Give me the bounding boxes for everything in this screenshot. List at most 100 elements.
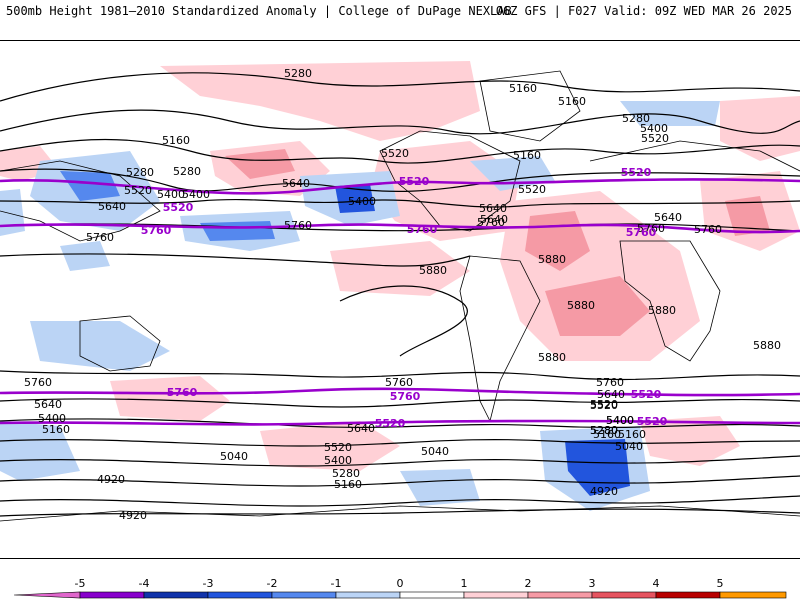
anomaly-area	[400, 469, 480, 506]
contour-label: 5640	[479, 202, 507, 215]
highlighted-contour-label: 5760	[167, 386, 198, 399]
contour-label: 5520	[590, 398, 618, 411]
contour-labels: 5280516051605280540055205160516052805400…	[24, 67, 781, 522]
contour-label: 5280	[590, 424, 618, 437]
highlighted-contour-label: 5760	[626, 226, 657, 239]
contour-line	[0, 398, 800, 408]
anomaly-colorbar: -5 -4 -3 -2 -1 0 1 2 3 4 5	[13, 577, 787, 599]
colorbar-tick-label: 2	[525, 577, 532, 590]
contour-label: 5280	[590, 424, 618, 437]
highlighted-contour-label: 5520	[399, 175, 430, 188]
contour-label: 5880	[538, 351, 566, 364]
colorbar-tick-label: -2	[267, 577, 278, 590]
colorbar-segment	[271, 591, 337, 599]
contour-label: 5400	[182, 188, 210, 201]
contour-label: 5280	[622, 112, 650, 125]
anomaly-area	[110, 376, 230, 421]
colorbar-segment	[399, 591, 465, 599]
anomaly-area	[225, 149, 295, 179]
contour-label: 5760	[86, 231, 114, 244]
anomaly-area	[60, 241, 110, 271]
contour-label: 5160	[593, 428, 621, 441]
colorbar-segment	[143, 591, 209, 599]
colorbar-segment	[463, 591, 529, 599]
contour-line	[0, 508, 800, 517]
highlighted-contour-label: 5760	[141, 224, 172, 237]
anomaly-map: 5280516051605280540055205160516052805400…	[0, 61, 800, 522]
contour-line	[0, 370, 800, 381]
contour-label: 5880	[419, 264, 447, 277]
contour-line	[0, 253, 471, 267]
contour-label: 5400	[38, 412, 66, 425]
contour-label: 5640	[654, 211, 682, 224]
contour-label: 4920	[590, 485, 618, 498]
contour-line	[0, 72, 800, 102]
colorbar-tick-label: 0	[397, 577, 404, 590]
colorbar-tick-label: 4	[653, 577, 660, 590]
contour-line	[0, 455, 800, 467]
colorbar-tick-label: -3	[203, 577, 214, 590]
contour-label: 5760	[284, 219, 312, 232]
contour-label: 5400	[640, 122, 668, 135]
contour-label: 5520	[590, 399, 618, 412]
colorbar-tick-label: 1	[461, 577, 468, 590]
contour-label: 5400	[348, 195, 376, 208]
chart-title: 500mb Height 1981–2010 Standardized Anom…	[6, 4, 512, 18]
contour-label: 5880	[538, 253, 566, 266]
contour-label: 5520	[381, 147, 409, 160]
anomaly-area	[30, 321, 170, 371]
colorbar-tick-label: -5	[75, 577, 86, 590]
contour-label: 5520	[641, 132, 669, 145]
contour-label: 5880	[648, 304, 676, 317]
highlighted-contour-label: 5520	[637, 415, 668, 428]
highlighted-contour-label: 5760	[390, 390, 421, 403]
africa-coast	[619, 240, 721, 362]
highlighted-contour-label: 5760	[407, 223, 438, 236]
anomaly-area	[60, 171, 120, 201]
highlighted-contour-label: 5520	[375, 417, 406, 430]
colorbar-tick-label: 5	[717, 577, 724, 590]
anomaly-area	[0, 421, 80, 481]
anomaly-area	[640, 416, 740, 466]
contour-label: 4920	[119, 509, 147, 522]
contour-label: 5760	[385, 376, 413, 389]
contour-label: 5160	[509, 82, 537, 95]
north-america-coast	[379, 130, 521, 232]
contour-label: 5760	[596, 376, 624, 389]
contour-5760-south	[0, 387, 800, 397]
contour-label: 5640	[282, 177, 310, 190]
contour-label: 5160	[162, 134, 190, 147]
contour-line	[0, 475, 800, 487]
contour-label: 5280	[173, 165, 201, 178]
highlighted-contour-label: 5520	[621, 166, 652, 179]
antarctica-coast	[0, 505, 800, 522]
contour-5760-north	[0, 223, 800, 234]
contour-label: 5400	[324, 454, 352, 467]
contour-label: 5280	[332, 467, 360, 480]
south-america-coast	[459, 255, 541, 423]
coastlines	[0, 70, 800, 522]
contour-label: 5400	[157, 188, 185, 201]
contour-label: 5760	[477, 216, 505, 229]
contour-label: 5640	[597, 388, 625, 401]
australia-coast	[79, 315, 161, 372]
contour-label: 5160	[513, 149, 541, 162]
contour-label: 5040	[220, 450, 248, 463]
colorbar-segment	[655, 591, 721, 599]
contour-label: 5040	[615, 440, 643, 453]
contour-label: 5400	[606, 414, 634, 427]
anomaly-area	[725, 196, 770, 236]
anomaly-area	[330, 241, 470, 296]
contour-label: 5640	[347, 422, 375, 435]
contour-label: 5640	[480, 213, 508, 226]
anomaly-area	[545, 276, 650, 336]
highlighted-contour-label: 5520	[631, 388, 662, 401]
highlighted-contour-label: 5520	[163, 201, 194, 214]
contour-line	[0, 439, 800, 447]
contour-label: 5400	[606, 414, 634, 427]
anomaly-area	[200, 221, 275, 241]
contour-label: 5160	[558, 95, 586, 108]
contour-5520-south	[0, 419, 800, 426]
greenland-coast	[479, 70, 581, 142]
